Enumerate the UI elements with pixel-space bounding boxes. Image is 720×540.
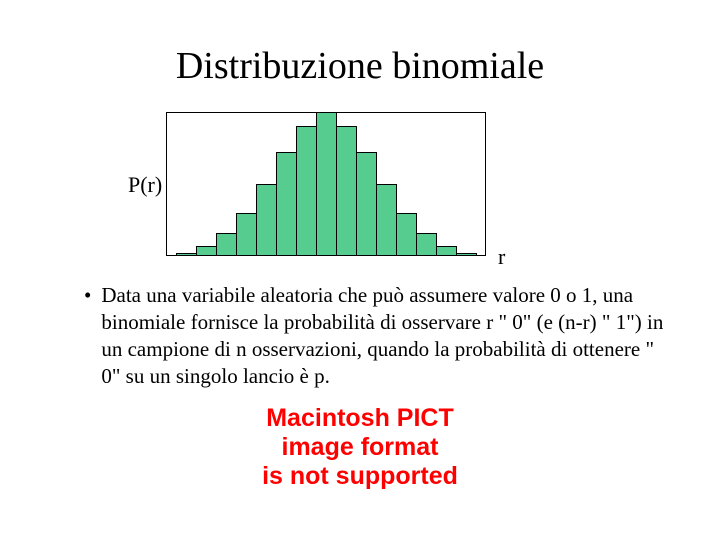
- bullet-mark: •: [84, 282, 91, 390]
- pict-error-line: is not supported: [0, 462, 720, 491]
- chart-border: [166, 112, 486, 256]
- bullet-item: • Data una variabile aleatoria che può a…: [84, 282, 670, 390]
- page-title: Distribuzione binomiale: [0, 44, 720, 88]
- chart-y-axis-label: P(r): [128, 172, 162, 198]
- pict-error-line: image format: [0, 433, 720, 462]
- chart-x-axis-label: r: [498, 244, 505, 270]
- pict-error-message: Macintosh PICTimage formatis not support…: [0, 404, 720, 490]
- binomial-chart: [166, 112, 486, 256]
- pict-error-line: Macintosh PICT: [0, 404, 720, 433]
- bullet-text: Data una variabile aleatoria che può ass…: [101, 282, 670, 390]
